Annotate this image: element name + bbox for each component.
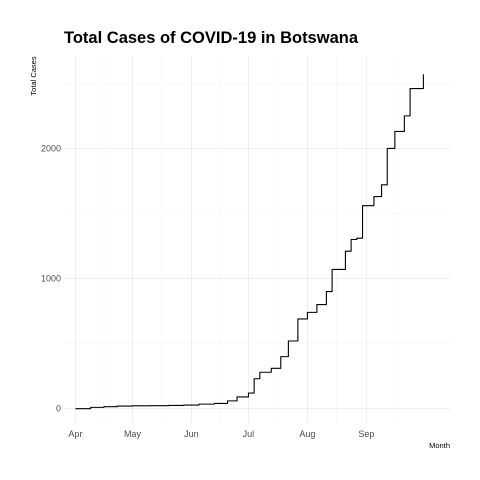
x-tick-label: Sep — [358, 429, 374, 439]
y-axis-tick-labels: 0 1000 2000 — [41, 143, 61, 413]
x-axis-tick-labels: Apr May Jun Jul Aug Sep — [68, 429, 374, 439]
y-tick-label: 2000 — [41, 143, 61, 153]
y-axis-title: Total Cases — [29, 56, 38, 95]
chart-title: Total Cases of COVID-19 in Botswana — [64, 29, 359, 47]
y-tick-label: 0 — [56, 404, 61, 414]
x-tick-label: May — [124, 429, 142, 439]
x-tick-label: Jul — [243, 429, 255, 439]
y-tick-label: 1000 — [41, 274, 61, 284]
series-line — [75, 74, 424, 410]
x-axis-title: Month — [429, 441, 450, 450]
x-tick-label: Aug — [299, 429, 315, 439]
x-tick-label: Jun — [184, 429, 199, 439]
x-tick-label: Apr — [68, 429, 82, 439]
grid — [64, 56, 450, 423]
